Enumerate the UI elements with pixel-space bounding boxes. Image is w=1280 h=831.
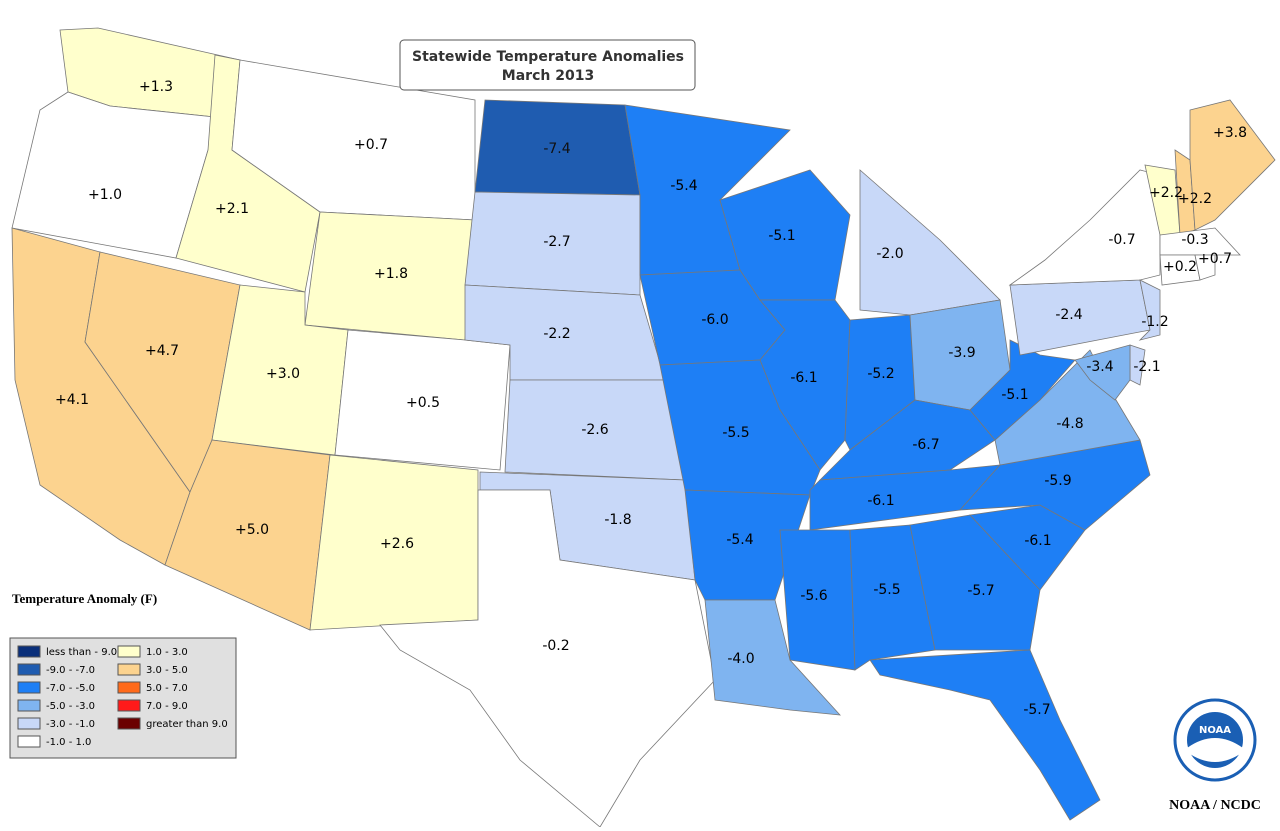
state [1159, 227, 1241, 256]
state [849, 524, 936, 671]
noaa-logo: NOAA [1173, 698, 1257, 782]
state-anomaly: -0.2 [542, 638, 569, 654]
state-anomaly: +5.0 [235, 522, 269, 538]
state-anomaly: +0.7 [1198, 251, 1232, 267]
state-anomaly: -6.0 [701, 312, 728, 328]
state-anomaly: -3.9 [948, 345, 975, 361]
legend-swatch [17, 663, 41, 676]
state-anomaly: +0.2 [1163, 259, 1197, 275]
state-labels: +1.3 +1.0 +4.1 +4.7 +2.1 +0.7 +1.8 +3.0 +5.0 +0.5… [55, 79, 1247, 718]
state-anomaly: +2.2 [1178, 191, 1212, 207]
state-anomaly: -0.3 [1181, 232, 1208, 248]
state-anomaly: +2.6 [380, 536, 414, 552]
legend-box [9, 637, 237, 759]
state-anomaly: -1.2 [1141, 314, 1168, 330]
state [334, 329, 511, 471]
legend-label: -9.0 - -7.0 [46, 665, 95, 676]
state-anomaly: -5.4 [726, 532, 753, 548]
state [1194, 254, 1216, 281]
state-anomaly: +0.5 [406, 395, 440, 411]
legend-title: Temperature Anomaly (F) [12, 591, 157, 606]
legend-swatch [17, 681, 41, 694]
state [869, 649, 1101, 821]
state-anomaly: -5.7 [967, 583, 994, 599]
states [11, 27, 1276, 828]
state-anomaly: -5.9 [1044, 473, 1071, 489]
legend-label: 1.0 - 3.0 [146, 647, 188, 658]
state-anomaly: -1.8 [604, 512, 631, 528]
state [909, 514, 1041, 651]
state-anomaly: +2.1 [215, 201, 249, 217]
state-anomaly: +1.3 [139, 79, 173, 95]
legend-swatch [17, 699, 41, 712]
legend-label: greater than 9.0 [146, 719, 228, 730]
state [164, 439, 331, 631]
state [859, 169, 1001, 316]
legend-swatch [17, 717, 41, 730]
legend: less than - 9.0 1.0 - 3.0 -9.0 - -7.0 3.0 -… [17, 645, 228, 748]
state-anomaly: -2.6 [581, 422, 608, 438]
legend-swatch [117, 681, 141, 694]
state-anomaly: -4.0 [727, 651, 754, 667]
state [1008, 169, 1161, 286]
title: Statewide Temperature Anomalies [412, 49, 684, 65]
state [969, 339, 1076, 441]
state-anomaly: -6.1 [1024, 533, 1051, 549]
state-anomaly: +4.1 [55, 392, 89, 408]
legend-label: less than - 9.0 [46, 647, 117, 658]
legend-swatch [117, 717, 141, 730]
logo-text: NOAA [1199, 725, 1231, 736]
legend-label: 3.0 - 5.0 [146, 665, 188, 676]
legend-swatch [117, 645, 141, 658]
state [1189, 99, 1276, 231]
state-anomaly: -5.4 [670, 178, 697, 194]
state-anomaly: +3.8 [1213, 125, 1247, 141]
state-anomaly: +3.0 [266, 366, 300, 382]
state-anomaly: -5.5 [722, 425, 749, 441]
state-anomaly: -5.5 [873, 582, 900, 598]
legend-label: 7.0 - 9.0 [146, 701, 188, 712]
legend-swatch [17, 645, 41, 658]
state-anomaly: -2.0 [876, 246, 903, 262]
state-anomaly: -5.6 [800, 588, 827, 604]
state-anomaly: -7.4 [543, 141, 570, 157]
state-anomaly: -2.2 [543, 326, 570, 342]
legend-swatch [117, 663, 141, 676]
legend-swatch [17, 735, 41, 748]
state-anomaly: -3.4 [1086, 359, 1113, 375]
state-anomaly: +1.0 [88, 187, 122, 203]
state-anomaly: -4.8 [1056, 416, 1083, 432]
legend-label: 5.0 - 7.0 [146, 683, 188, 694]
state-anomaly: +0.7 [354, 137, 388, 153]
legend-label: -1.0 - 1.0 [46, 737, 91, 748]
legend-label: -3.0 - -1.0 [46, 719, 95, 730]
state-anomaly: -6.1 [790, 370, 817, 386]
legend-label: -5.0 - -3.0 [46, 701, 95, 712]
state-anomaly: +1.8 [374, 266, 408, 282]
legend-label: -7.0 - -5.0 [46, 683, 95, 694]
state-anomaly: -2.7 [543, 234, 570, 250]
credit: NOAA / NCDC [1169, 798, 1261, 813]
state-anomaly: -2.1 [1133, 359, 1160, 375]
subtitle: March 2013 [502, 68, 594, 84]
state-anomaly: -5.1 [1001, 387, 1028, 403]
state-anomaly: +2.2 [1149, 185, 1183, 201]
state-anomaly: -0.7 [1108, 232, 1135, 248]
state-anomaly: -5.2 [867, 366, 894, 382]
state-anomaly: -6.1 [867, 493, 894, 509]
state-anomaly: -6.7 [912, 437, 939, 453]
legend-swatch [117, 699, 141, 712]
state-anomaly: -2.4 [1055, 307, 1082, 323]
state [1074, 344, 1131, 401]
state-anomaly: +4.7 [145, 343, 179, 359]
state-anomaly: -5.7 [1023, 702, 1050, 718]
state-anomaly: -5.1 [768, 228, 795, 244]
state [1138, 279, 1161, 341]
title-box [399, 39, 696, 91]
state [704, 599, 841, 716]
